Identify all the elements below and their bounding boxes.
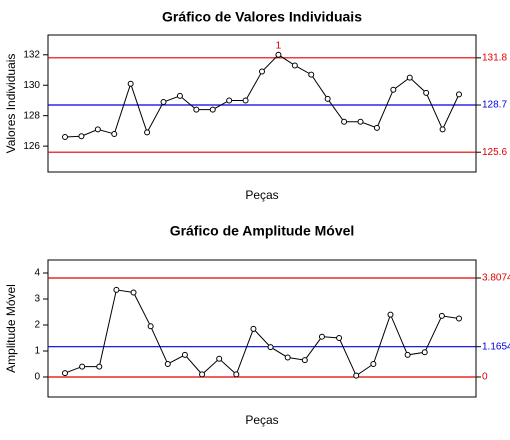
data-point: [259, 68, 265, 75]
y-tick-label: 132: [23, 49, 40, 60]
y-tick-label: 126: [23, 141, 40, 152]
data-point: [130, 289, 137, 296]
y-tick-label: 3: [34, 294, 40, 305]
data-point: [456, 91, 462, 98]
y-tick-label: 128: [23, 110, 40, 121]
plot-area: [47, 259, 477, 398]
control-label: 1.1654: [482, 341, 510, 352]
data-point: [438, 312, 445, 319]
data-point: [226, 97, 233, 104]
y-tick-label: 130: [23, 80, 40, 91]
data-point: [404, 351, 411, 358]
data-point: [324, 95, 331, 102]
data-point: [242, 97, 249, 104]
data-point: [267, 344, 274, 351]
control-label: 3.8074: [482, 273, 510, 284]
data-point: [79, 363, 86, 370]
data-point: [318, 333, 325, 340]
data-point: [96, 363, 103, 370]
data-point: [373, 124, 380, 131]
data-point: [421, 349, 428, 356]
data-point: [291, 62, 298, 69]
plot-area: [47, 34, 477, 173]
data-point: [127, 80, 134, 87]
x-axis-label: Peças: [245, 188, 278, 202]
control-label: 0: [482, 372, 488, 383]
data-point: [62, 133, 68, 140]
data-point: [160, 98, 167, 105]
data-point: [456, 315, 462, 322]
series-line: [64, 54, 460, 138]
data-point: [250, 325, 257, 332]
chart-title: Gráfico de Valores Individuais: [162, 9, 362, 25]
y-tick-label: 0: [34, 372, 40, 383]
data-point: [275, 51, 282, 58]
data-point: [308, 71, 315, 78]
data-point: [147, 323, 154, 330]
data-point: [94, 126, 101, 133]
data-point: [301, 357, 308, 364]
data-point: [336, 334, 343, 341]
control-label: 128.7: [482, 100, 507, 111]
data-point: [353, 372, 360, 379]
data-point: [423, 89, 430, 96]
data-point: [390, 86, 397, 93]
data-point: [164, 360, 171, 367]
data-point: [341, 118, 348, 125]
data-point: [176, 92, 183, 99]
data-point: [357, 118, 364, 125]
y-axis-label: Valores Individuais: [4, 54, 18, 154]
data-point: [216, 355, 223, 362]
control-label: 131.8: [482, 52, 507, 63]
data-point: [387, 311, 394, 318]
data-point: [78, 133, 85, 140]
data-point: [113, 286, 120, 293]
data-point: [144, 129, 151, 136]
data-point: [370, 360, 377, 367]
chart-title: Gráfico de Amplitude Móvel: [170, 223, 355, 239]
series-line: [64, 289, 460, 377]
data-point: [193, 106, 200, 113]
y-tick-label: 1: [34, 346, 40, 357]
annotation: 1: [276, 40, 282, 51]
data-point: [111, 130, 118, 137]
x-axis-label: Peças: [245, 413, 278, 427]
control-label: 125.6: [482, 147, 507, 158]
data-point: [439, 126, 446, 133]
y-axis-label: Amplitude Móvel: [4, 284, 18, 373]
y-tick-label: 2: [34, 320, 40, 331]
y-tick-label: 4: [34, 268, 40, 279]
data-point: [199, 371, 206, 378]
data-point: [284, 354, 291, 361]
data-point: [233, 371, 240, 378]
data-point: [181, 351, 188, 358]
data-point: [406, 74, 413, 81]
data-point: [62, 370, 68, 377]
data-point: [209, 106, 216, 113]
